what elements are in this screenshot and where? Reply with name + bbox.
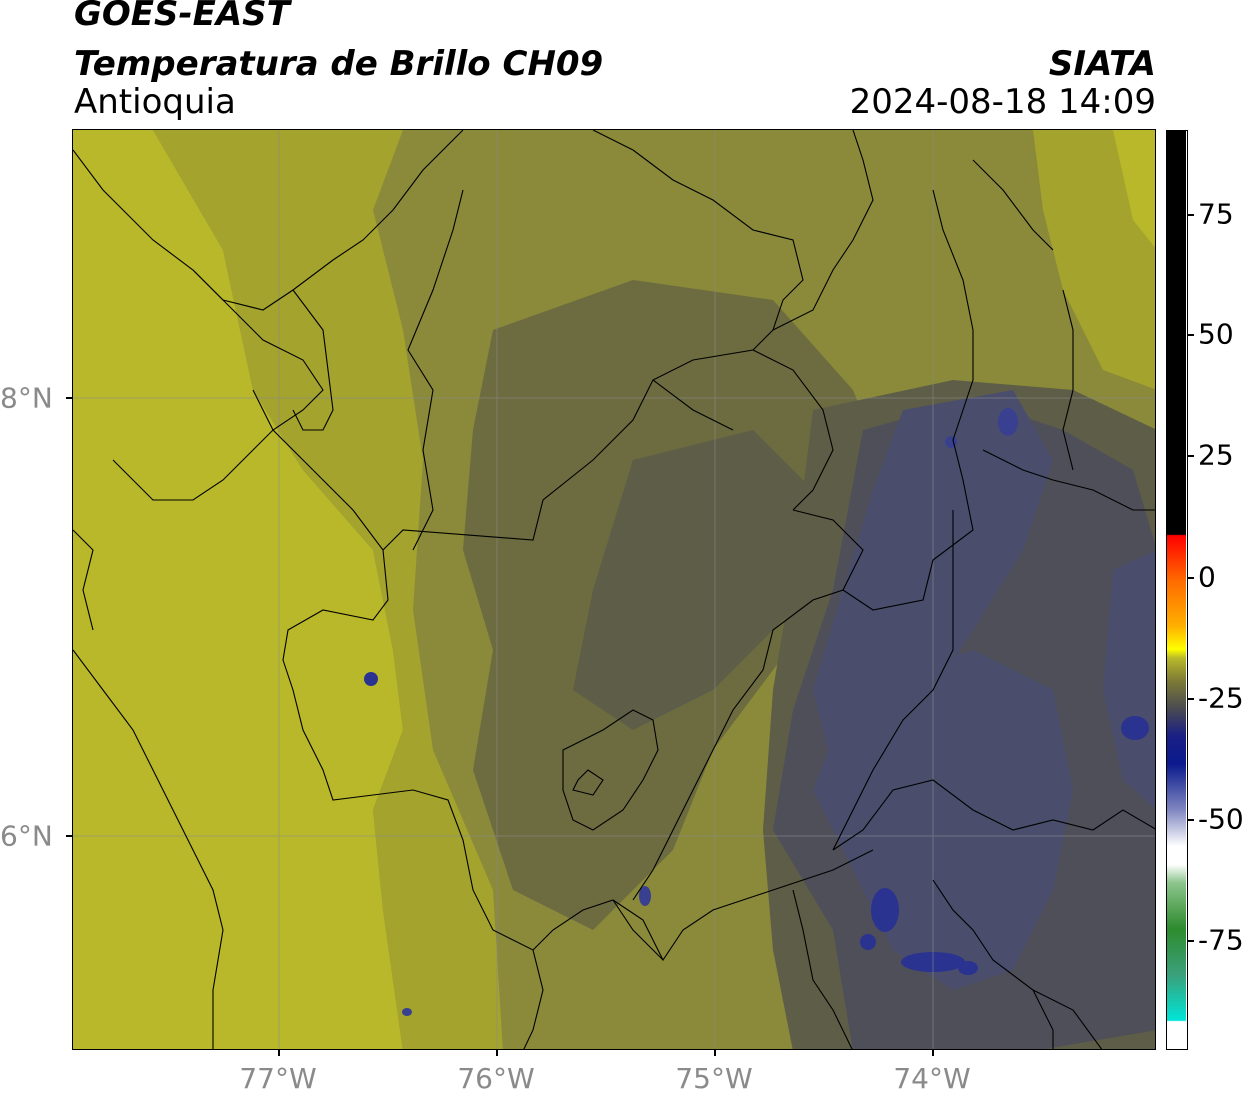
cloud-cell bbox=[639, 886, 651, 906]
cloud-cell bbox=[945, 436, 957, 448]
lat-tick bbox=[66, 397, 72, 399]
lon-tick bbox=[496, 1050, 498, 1056]
colorbar-tick bbox=[1188, 819, 1194, 821]
satellite-map bbox=[72, 129, 1156, 1050]
cloud-cell bbox=[860, 934, 876, 950]
lon-label: 77°W bbox=[239, 1062, 317, 1095]
colorbar-label: 50 bbox=[1198, 317, 1234, 351]
colorbar-tick bbox=[1188, 455, 1194, 457]
cloud-cell bbox=[958, 961, 978, 975]
colorbar-label: -50 bbox=[1198, 802, 1244, 836]
lon-label: 76°W bbox=[457, 1062, 535, 1095]
lat-label: 8°N bbox=[0, 381, 53, 415]
organization-label: SIATA bbox=[1048, 44, 1156, 84]
cloud-cell bbox=[364, 672, 378, 686]
field-northeast bbox=[1033, 130, 1155, 390]
field-east-edge bbox=[1103, 550, 1155, 809]
colorbar-label: 0 bbox=[1198, 560, 1216, 594]
colorbar bbox=[1166, 130, 1188, 1050]
colorbar-label: 75 bbox=[1198, 197, 1234, 231]
cloud-cell bbox=[998, 408, 1018, 436]
boundaries bbox=[73, 130, 1155, 1049]
cloud-cell bbox=[402, 1008, 412, 1016]
colorbar-label: -25 bbox=[1198, 681, 1244, 715]
colorbar-gradient bbox=[1167, 131, 1186, 1048]
datetime-label: 2024-08-18 14:09 bbox=[849, 82, 1156, 122]
lon-tick bbox=[932, 1050, 934, 1056]
field-west-mid bbox=[153, 130, 503, 1049]
field-northeast-bright bbox=[1113, 130, 1155, 248]
colorbar-tick bbox=[1188, 334, 1194, 336]
lat-label: 6°N bbox=[0, 819, 53, 853]
colorbar-tick bbox=[1188, 698, 1194, 700]
cloud-cell bbox=[1121, 716, 1149, 740]
lon-label: 74°W bbox=[893, 1062, 971, 1095]
lon-tick bbox=[278, 1050, 280, 1056]
map-title: GOES-EAST bbox=[74, 0, 290, 34]
field-central-gray bbox=[573, 430, 833, 730]
map-subtitle: Temperatura de Brillo CH09 bbox=[74, 44, 604, 84]
cloud-cell bbox=[871, 888, 899, 932]
colorbar-tick bbox=[1188, 577, 1194, 579]
gridlines bbox=[73, 130, 1155, 1049]
colorbar-tick bbox=[1188, 214, 1194, 216]
lat-tick bbox=[66, 835, 72, 837]
map-canvas bbox=[73, 130, 1155, 1049]
colorbar-label: -75 bbox=[1198, 923, 1244, 957]
colorbar-label: 25 bbox=[1198, 438, 1234, 472]
field-west-bright bbox=[73, 130, 403, 1049]
colorbar-tick bbox=[1188, 940, 1194, 942]
region-label: Antioquia bbox=[74, 82, 236, 122]
lon-label: 75°W bbox=[675, 1062, 753, 1095]
lon-tick bbox=[714, 1050, 716, 1056]
